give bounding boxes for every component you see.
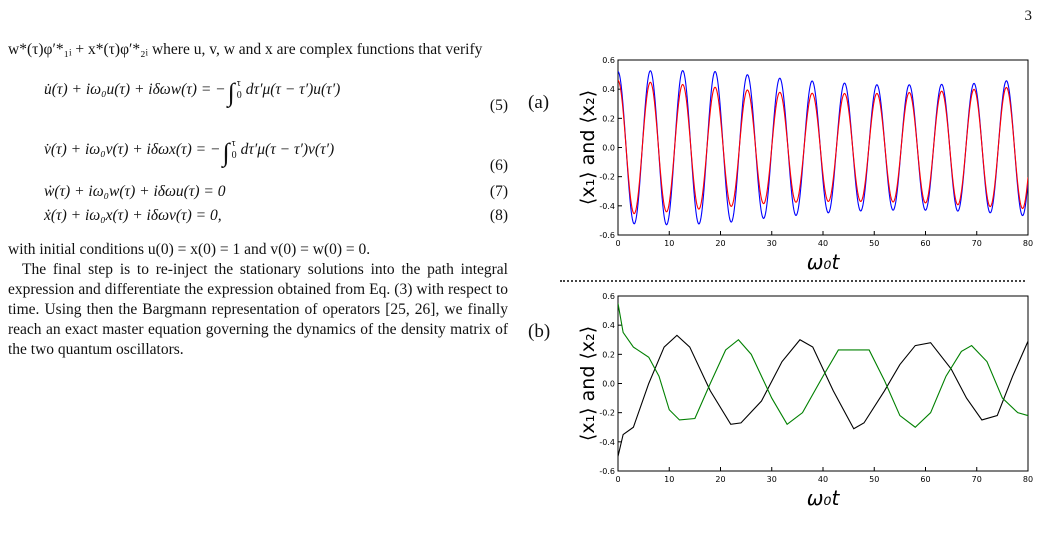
y-tick-label: -0.4 bbox=[599, 438, 615, 447]
equation-6-rhs: dτ′μ(τ − τ′)v(τ′) bbox=[240, 141, 335, 158]
equation-8-body: ẋ(τ) + iω₀x(τ) + iδωv(τ) = 0, bbox=[44, 207, 222, 224]
y-tick-label: 0.0 bbox=[602, 380, 615, 389]
y-tick-label: -0.6 bbox=[599, 467, 615, 476]
x-axis-label: ω₀t bbox=[807, 250, 841, 274]
equation-5: u̇(τ) + iω₀u(τ) + iδωw(τ) = − ∫ τ 0 dτ′μ… bbox=[8, 60, 508, 120]
x-tick-label: 40 bbox=[818, 475, 828, 484]
equation-7-number: (7) bbox=[489, 183, 508, 200]
equation-8-number: (8) bbox=[489, 207, 508, 224]
integral-lower: 0 bbox=[236, 90, 242, 101]
integral-limits: τ 0 bbox=[237, 78, 242, 102]
panel-separator bbox=[560, 280, 1025, 282]
y-tick-label: 0.4 bbox=[602, 85, 615, 94]
y-axis-label: ⟨x₁⟩ and ⟨x₂⟩ bbox=[577, 326, 599, 441]
y-tick-label: -0.2 bbox=[599, 409, 615, 418]
x-tick-label: 80 bbox=[1023, 475, 1033, 484]
x-tick-label: 60 bbox=[920, 239, 930, 248]
equation-7: ẇ(τ) + iω₀w(τ) + iδωu(τ) = 0 (7) bbox=[8, 180, 508, 204]
text-column: w*(τ)φ′*₁ᵢ + x*(τ)φ′*₂ᵢ where u, v, w an… bbox=[8, 40, 508, 360]
y-tick-label: 0.0 bbox=[602, 144, 615, 153]
series-line-1 bbox=[618, 334, 1028, 457]
series-line-1 bbox=[618, 69, 1028, 226]
series-line-2 bbox=[618, 303, 1028, 428]
y-tick-label: -0.2 bbox=[599, 173, 615, 182]
page-number: 3 bbox=[1024, 8, 1033, 24]
equation-5-number: (5) bbox=[489, 97, 508, 114]
x-tick-label: 20 bbox=[715, 475, 725, 484]
y-axis-label: ⟨x₁⟩ and ⟨x₂⟩ bbox=[577, 90, 599, 205]
x-tick-label: 30 bbox=[767, 239, 777, 248]
y-tick-label: -0.4 bbox=[599, 202, 615, 211]
integral-upper: τ bbox=[231, 138, 236, 149]
equation-6-lhs: v̇(τ) + iω₀v(τ) + iδωx(τ) = − bbox=[44, 141, 221, 158]
equation-6: v̇(τ) + iω₀v(τ) + iδωx(τ) = − ∫ τ 0 dτ′μ… bbox=[8, 120, 508, 180]
y-tick-label: 0.2 bbox=[602, 350, 615, 359]
x-tick-label: 60 bbox=[920, 475, 930, 484]
integral-sign: ∫ bbox=[227, 78, 235, 107]
panel-b-label: (b) bbox=[528, 321, 551, 342]
x-tick-label: 40 bbox=[818, 239, 828, 248]
panel-a-label: (a) bbox=[528, 92, 550, 113]
chart-panel-b: 0 10 20 30 40 50 60 70 80 -0.6 -0.4 -0.2 0.0 0.2 0.4 0.… bbox=[577, 292, 1033, 510]
x-tick-label: 50 bbox=[869, 475, 879, 484]
integral-sign: ∫ bbox=[222, 138, 230, 167]
initial-conditions-paragraph: with initial conditions u(0) = x(0) = 1 … bbox=[8, 241, 371, 258]
integral-limits: τ 0 bbox=[232, 138, 237, 162]
equation-6-number: (6) bbox=[489, 157, 508, 174]
x-tick-label: 70 bbox=[972, 239, 982, 248]
equation-7-body: ẇ(τ) + iω₀w(τ) + iδωu(τ) = 0 bbox=[44, 183, 226, 200]
x-tick-label: 80 bbox=[1023, 239, 1033, 248]
final-step-paragraph: The final step is to re-inject the stati… bbox=[8, 261, 508, 358]
x-tick-label: 0 bbox=[615, 475, 620, 484]
x-axis-label: ω₀t bbox=[807, 486, 841, 510]
series-line-2 bbox=[618, 79, 1028, 215]
x-tick-label: 50 bbox=[869, 239, 879, 248]
y-tick-label: 0.6 bbox=[602, 292, 615, 301]
y-tick-label: 0.6 bbox=[602, 56, 615, 65]
x-tick-label: 30 bbox=[767, 475, 777, 484]
integral-lower: 0 bbox=[231, 150, 237, 161]
y-tick-label: 0.2 bbox=[602, 114, 615, 123]
x-tick-label: 10 bbox=[664, 475, 674, 484]
equation-5-lhs: u̇(τ) + iω₀u(τ) + iδωw(τ) = − bbox=[44, 81, 226, 98]
integral-upper: τ bbox=[236, 78, 241, 89]
equation-8: ẋ(τ) + iω₀x(τ) + iδωv(τ) = 0, (8) bbox=[8, 204, 508, 228]
x-tick-label: 70 bbox=[972, 475, 982, 484]
y-tick-label: 0.4 bbox=[602, 321, 615, 330]
x-tick-label: 20 bbox=[715, 239, 725, 248]
x-tick-label: 10 bbox=[664, 239, 674, 248]
x-tick-label: 0 bbox=[615, 239, 620, 248]
plot-frame bbox=[617, 295, 1029, 472]
equation-5-rhs: dτ′μ(τ − τ′)u(τ′) bbox=[245, 81, 341, 98]
chart-panel-a: 0 10 20 30 40 50 60 70 80 -0.6 -0.4 -0.2 0.0 0.2 0.4 0.… bbox=[577, 56, 1033, 274]
y-tick-label: -0.6 bbox=[599, 231, 615, 240]
intro-paragraph: w*(τ)φ′*₁ᵢ + x*(τ)φ′*₂ᵢ where u, v, w an… bbox=[8, 41, 483, 58]
